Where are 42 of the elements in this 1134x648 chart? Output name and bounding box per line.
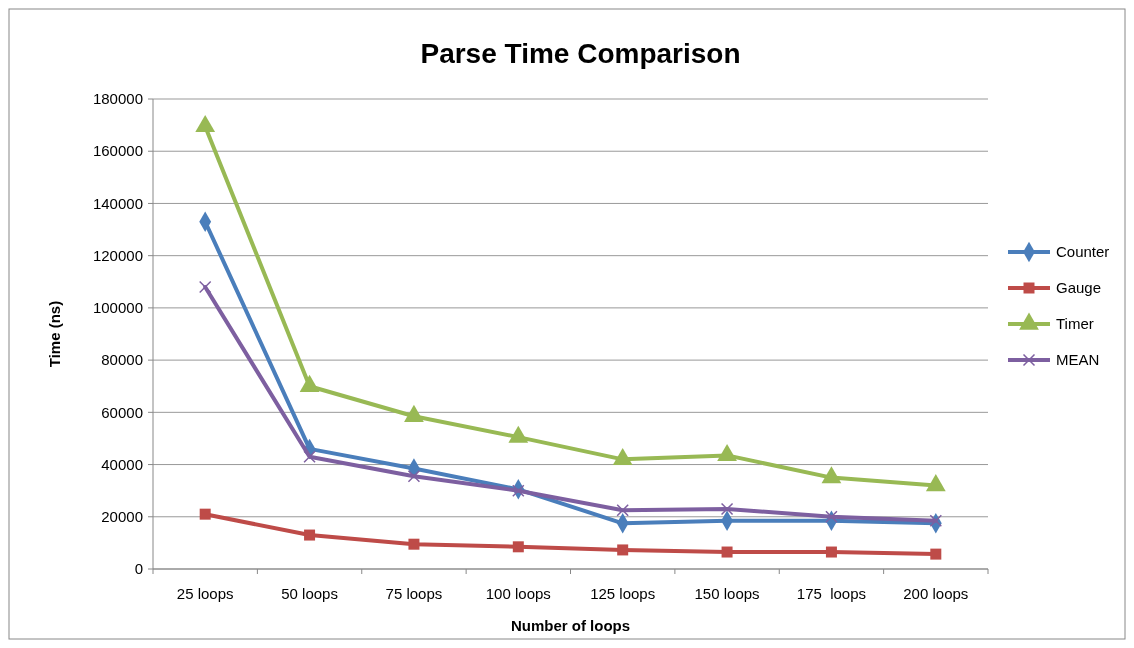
x-tick-label: 75 loops	[385, 585, 443, 602]
point	[616, 504, 629, 517]
point	[825, 510, 838, 524]
y-tick-label: 60000	[101, 403, 143, 421]
point	[930, 548, 942, 560]
point	[721, 546, 733, 558]
point	[617, 544, 629, 556]
chart-title: Parse Time Comparison	[420, 38, 741, 69]
y-tick-label: 140000	[92, 194, 143, 212]
point	[198, 280, 212, 294]
point	[199, 508, 211, 520]
x-tick-label: 175 loops	[796, 585, 867, 602]
y-tick-label: 80000	[101, 351, 143, 369]
point	[512, 484, 525, 497]
point	[303, 450, 316, 463]
legend-label: Gauge	[1056, 279, 1102, 297]
point	[512, 541, 524, 553]
legend-label: MEAN	[1056, 351, 1100, 369]
x-tick-label: 150 loops	[694, 585, 760, 602]
point	[825, 546, 837, 558]
y-tick-label: 0	[134, 560, 143, 578]
point	[720, 502, 734, 516]
y-tick-label: 100000	[92, 299, 143, 317]
y-tick-label: 20000	[101, 508, 143, 526]
x-tick-label: 100 loops	[485, 585, 551, 602]
legend-label: Timer	[1056, 315, 1094, 333]
y-tick-label: 120000	[92, 246, 143, 264]
y-tick-label: 160000	[92, 142, 143, 160]
point	[407, 470, 421, 483]
y-tick-label: 40000	[101, 455, 143, 473]
x-tick-label: 125 loops	[590, 585, 656, 602]
point	[929, 514, 943, 527]
point	[195, 115, 216, 133]
legend-label: Counter	[1056, 243, 1110, 261]
x-tick-label: 25 loops	[176, 585, 234, 602]
x-tick-label: 200 loops	[903, 585, 969, 602]
point	[304, 529, 316, 541]
point	[408, 538, 420, 550]
x-tick-label: 50 loops	[281, 585, 338, 602]
x-axis-title: Number of loops	[510, 617, 631, 634]
y-axis-title: Time (ns)	[46, 300, 63, 368]
y-tick-label: 180000	[92, 90, 143, 108]
